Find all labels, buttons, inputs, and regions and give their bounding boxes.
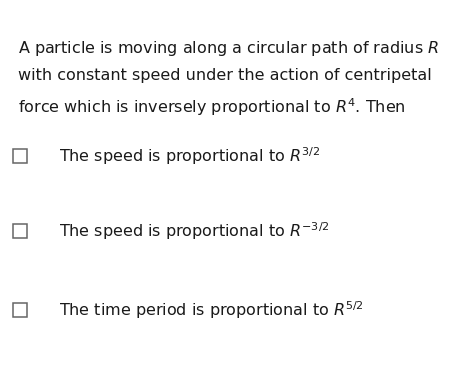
Text: The speed is proportional to $R^{3/2}$: The speed is proportional to $R^{3/2}$ xyxy=(59,145,320,167)
Bar xyxy=(13,303,27,317)
Text: The speed is proportional to $R^{-3/2}$: The speed is proportional to $R^{-3/2}$ xyxy=(59,220,329,242)
Text: The time period is proportional to $R^{5/2}$: The time period is proportional to $R^{5… xyxy=(59,299,364,321)
Bar xyxy=(13,224,27,238)
Text: A particle is moving along a circular path of radius $R$: A particle is moving along a circular pa… xyxy=(18,39,439,59)
Bar xyxy=(13,149,27,163)
Text: force which is inversely proportional to $R^4$. Then: force which is inversely proportional to… xyxy=(18,96,406,118)
Text: with constant speed under the action of centripetal: with constant speed under the action of … xyxy=(18,68,432,83)
